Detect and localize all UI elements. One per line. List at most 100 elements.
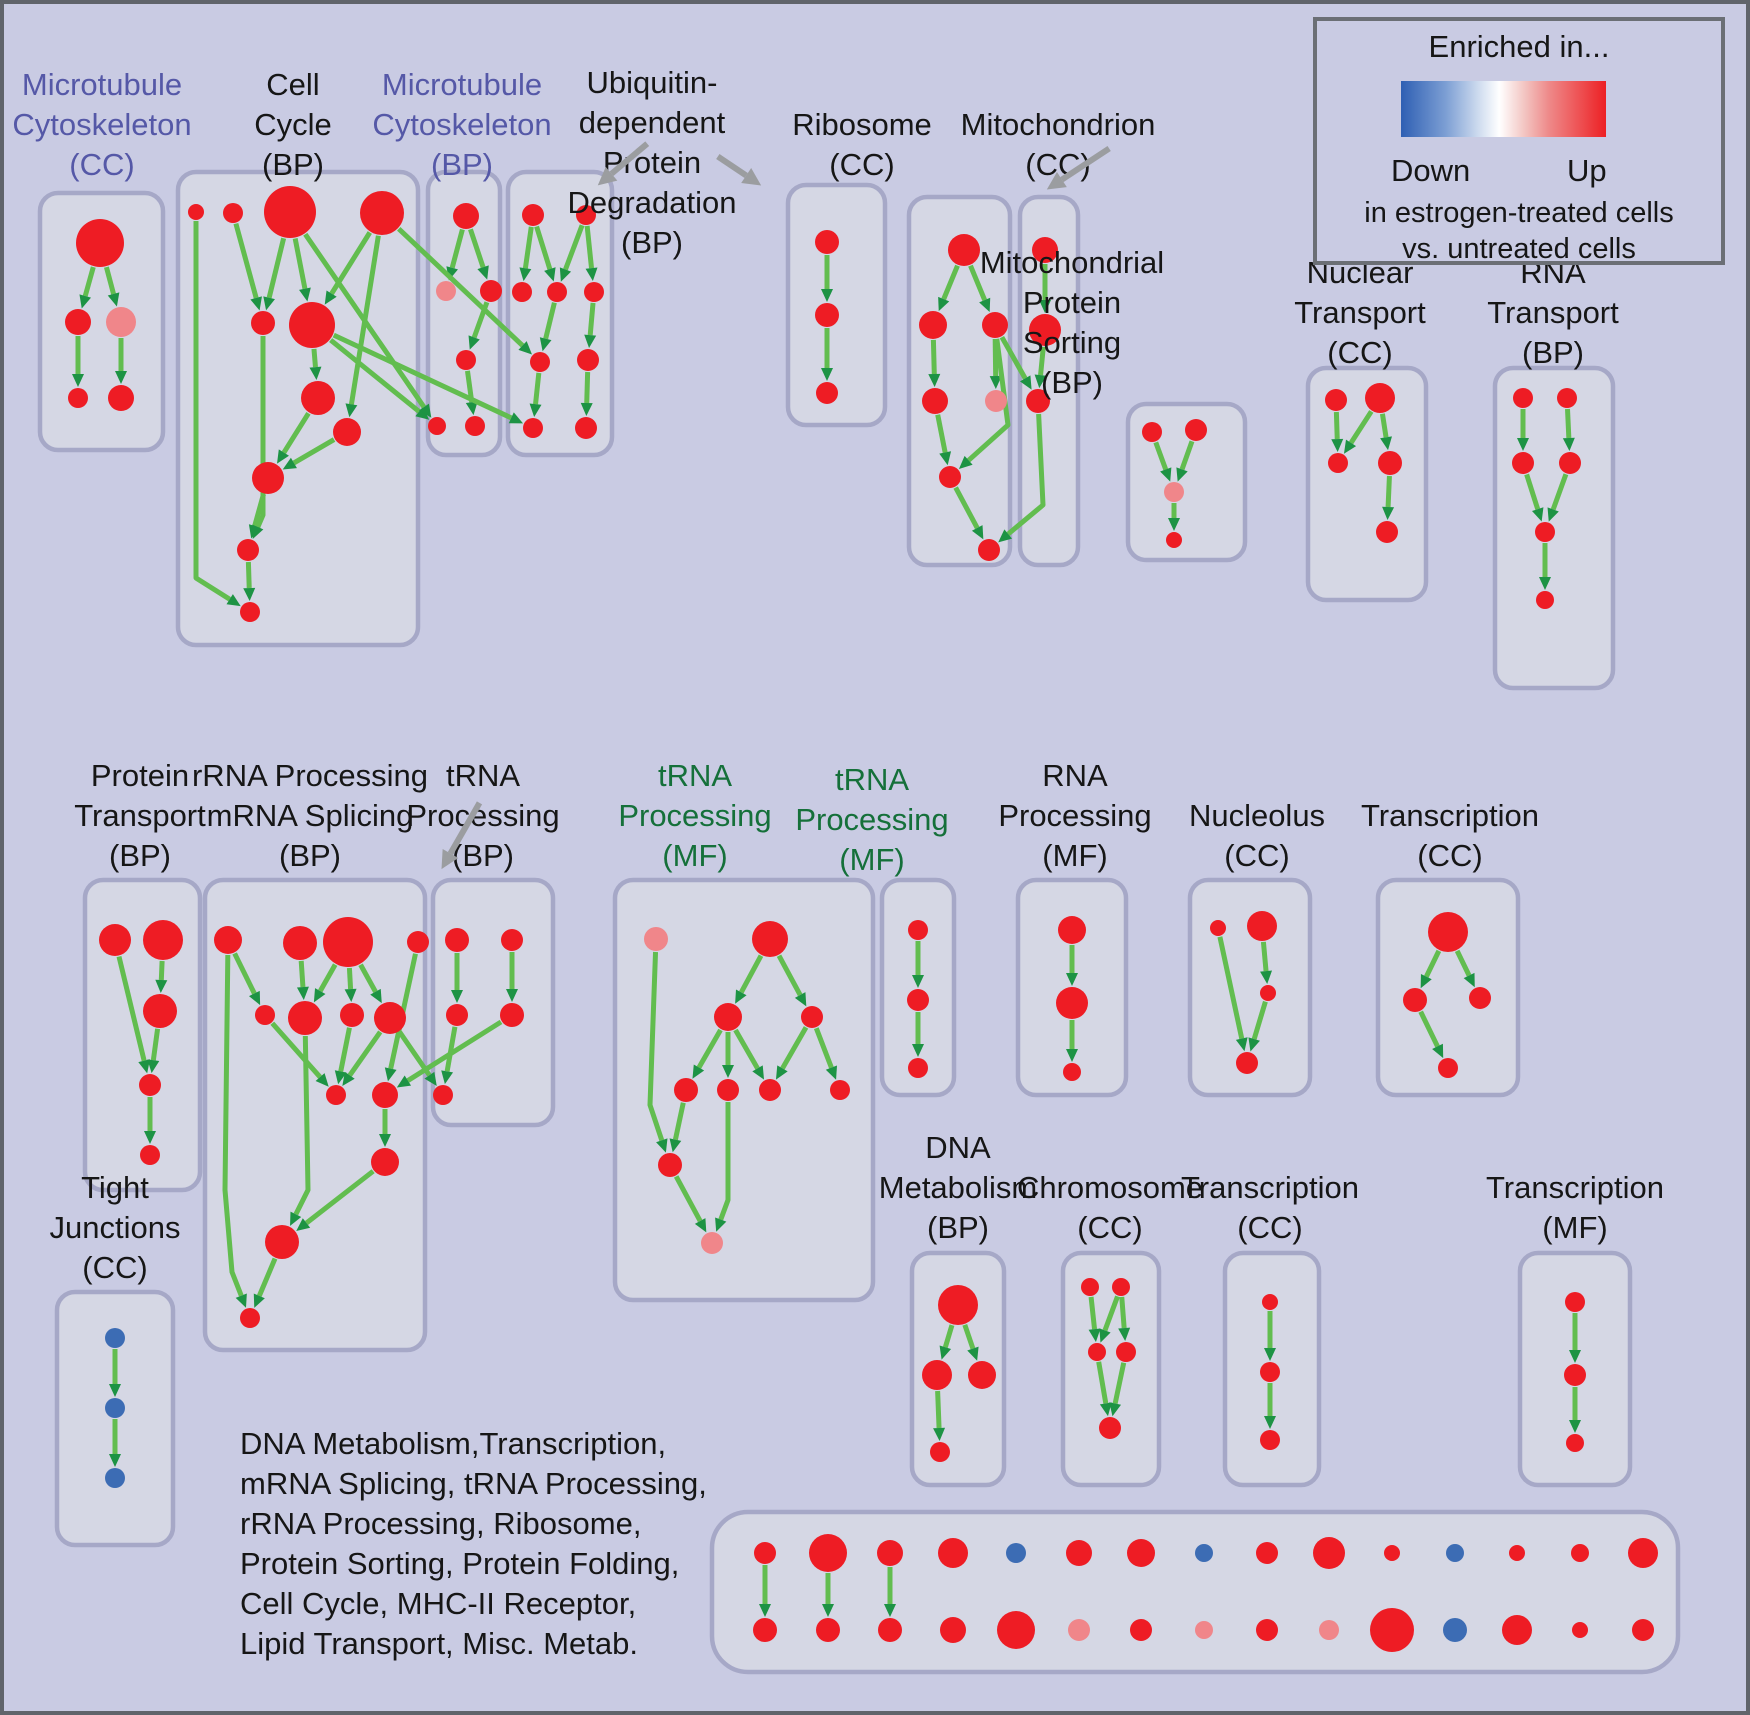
- go-term-node: [465, 416, 485, 436]
- go-term-node: [997, 1611, 1035, 1649]
- go-term-node: [1026, 389, 1050, 413]
- edge-line: [733, 1028, 760, 1070]
- edge-line: [158, 960, 165, 981]
- go-term-node: [759, 1079, 781, 1101]
- go-term-node: [480, 280, 502, 302]
- edge-arrowhead: [344, 988, 357, 1003]
- cluster-content-ubiquitin-degradation-bp-1: [512, 204, 604, 439]
- go-term-node: [530, 352, 550, 372]
- edge-arrowhead: [933, 1427, 946, 1442]
- edge-line: [534, 225, 553, 270]
- edge-line: [673, 1175, 703, 1223]
- go-term-node: [1384, 1545, 1400, 1561]
- cluster-mitochondrion-cc: [1017, 194, 1081, 568]
- edge-line: [716, 154, 748, 178]
- cluster-content-mitochondrial-protein-sorting-bp: [1142, 419, 1207, 548]
- edge-line: [281, 411, 311, 454]
- cluster-transcription-cc-upper: [1375, 877, 1521, 1098]
- edge-line: [1217, 936, 1245, 1040]
- edge-line: [1179, 440, 1195, 471]
- go-term-node: [1365, 383, 1395, 413]
- go-term-node: [1513, 388, 1533, 408]
- edge-arrowhead: [1176, 467, 1188, 482]
- edge-arrowhead: [979, 297, 991, 313]
- edge-arrowhead: [252, 524, 264, 539]
- cluster-label: Mitochondrion: [961, 107, 1156, 142]
- legend-context-line2: vs. untreated cells: [1402, 233, 1636, 265]
- edge-arrowhead: [912, 1044, 924, 1057]
- cluster-label: Transcription: [1486, 1170, 1664, 1205]
- misc-panel-column: [809, 1534, 847, 1642]
- go-term-node: [1262, 1294, 1278, 1310]
- edge-line: [193, 221, 232, 602]
- edge-arrowhead: [821, 289, 833, 302]
- edge-arrowhead: [1432, 1043, 1444, 1059]
- misc-panel-column: [938, 1538, 968, 1643]
- cluster-box: [37, 190, 166, 453]
- go-term-node: [1247, 911, 1277, 941]
- edge-arrowhead: [722, 1065, 734, 1078]
- edge-arrowhead: [939, 451, 952, 466]
- go-term-node: [1628, 1538, 1658, 1568]
- go-term-node: [264, 186, 316, 238]
- edge-line: [1424, 949, 1442, 978]
- go-term-node: [815, 230, 839, 254]
- go-term-node: [717, 1079, 739, 1101]
- cluster-label: (CC): [1237, 1210, 1302, 1245]
- edge-line: [1348, 410, 1374, 445]
- go-term-node: [523, 418, 543, 438]
- edge-line: [563, 224, 585, 271]
- go-term-node: [938, 1285, 978, 1325]
- edge-line: [930, 339, 937, 375]
- go-term-node: [251, 311, 275, 335]
- cluster-label: Transport: [74, 798, 206, 833]
- go-term-node: [1376, 521, 1398, 543]
- go-term-node: [1632, 1619, 1654, 1641]
- edge-arrowhead: [1463, 972, 1475, 988]
- misc-panel-column: [1313, 1537, 1345, 1640]
- go-term-node: [252, 462, 284, 494]
- cluster-content-microtubule-cytoskeleton-bp: [428, 203, 502, 436]
- edge-line: [468, 228, 486, 269]
- edge-arrowhead: [299, 287, 311, 302]
- legend: Enriched in... Down Up in estrogen-treat…: [1313, 17, 1725, 265]
- cluster-label: (CC): [82, 1250, 147, 1285]
- go-term-node: [105, 1468, 125, 1488]
- edge-arrowhead: [441, 849, 459, 870]
- misc-note-line: rRNA Processing, Ribosome,: [240, 1506, 642, 1541]
- cluster-label: (MF): [662, 838, 727, 873]
- go-term-node: [105, 1398, 125, 1418]
- go-term-node: [576, 205, 596, 225]
- cluster-box: [906, 194, 1013, 568]
- edge-arrowhead: [544, 267, 556, 282]
- cluster-label: Protein: [603, 145, 701, 180]
- edge-arrowhead: [282, 457, 297, 470]
- edge-arrowhead: [1382, 506, 1395, 521]
- edge-arrowhead: [107, 292, 120, 307]
- edge-line: [1112, 1362, 1127, 1405]
- misc-panel-column: [1628, 1538, 1658, 1641]
- cluster-label: (MF): [1542, 1210, 1607, 1245]
- go-term-node: [1032, 237, 1058, 263]
- go-term-node: [500, 1003, 524, 1027]
- go-term-node: [240, 602, 260, 622]
- cluster-trna-processing-bp: [430, 877, 556, 1128]
- cluster-label: RNA: [1042, 758, 1108, 793]
- edge-line: [935, 1390, 942, 1429]
- cluster-label: Transcription: [1181, 1170, 1359, 1205]
- cluster-label: (CC): [1224, 838, 1289, 873]
- go-term-node: [1428, 912, 1468, 952]
- cluster-label: Ribosome: [792, 107, 932, 142]
- cluster-content-trna-processing-bp: [433, 928, 524, 1105]
- edge-arrowhead: [585, 267, 598, 282]
- cluster-label: (MF): [839, 842, 904, 877]
- edge-line: [82, 266, 96, 297]
- edge-arrowhead: [243, 587, 256, 602]
- go-term-node: [982, 312, 1008, 338]
- go-term-node: [456, 350, 476, 370]
- edge-arrowhead: [313, 988, 326, 1003]
- misc-panel-column: [1370, 1545, 1414, 1652]
- go-term-node: [371, 1148, 399, 1176]
- edge-arrowhead: [396, 1075, 412, 1088]
